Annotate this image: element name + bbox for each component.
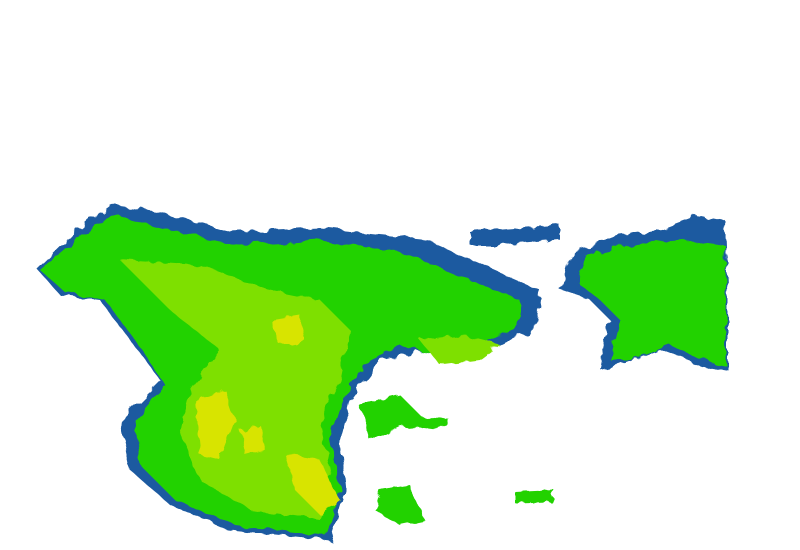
echo-high-core: [195, 315, 340, 515]
echo-moderate-east: [580, 240, 726, 365]
echo-weak-north: [470, 225, 560, 245]
echo-moderate-south-cells: [360, 395, 555, 525]
